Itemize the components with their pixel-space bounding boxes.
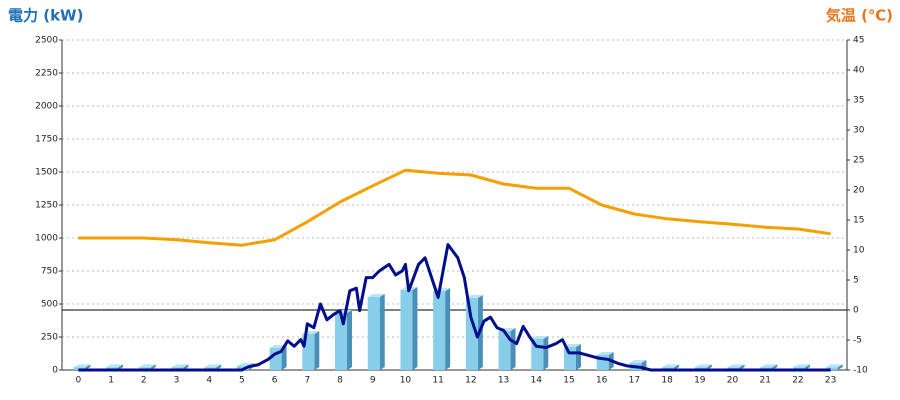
x-tick-label: 17	[629, 376, 640, 386]
bar-top	[138, 364, 156, 368]
y2-tick-label: 5	[853, 276, 859, 286]
bar-top	[531, 335, 549, 339]
y2-tick-label: 10	[853, 246, 865, 256]
bar	[465, 298, 478, 370]
bar-top	[694, 364, 712, 368]
bar-top	[760, 364, 778, 368]
y-tick-label: 500	[41, 300, 58, 310]
bar-top	[596, 351, 614, 355]
bar-top	[171, 364, 189, 368]
bar-top	[629, 360, 647, 364]
y-tick-label: 0	[52, 366, 58, 376]
bar-top	[792, 364, 810, 368]
x-tick-label: 7	[304, 376, 310, 386]
x-tick-label: 0	[75, 376, 81, 386]
x-tick-label: 6	[272, 376, 278, 386]
x-tick-label: 9	[370, 376, 376, 386]
bar-side	[314, 330, 320, 370]
bar	[498, 331, 511, 370]
y2-tick-label: -5	[853, 336, 862, 346]
line	[78, 168, 831, 247]
y-tick-label: 2500	[35, 36, 58, 46]
bar-top	[73, 364, 91, 368]
y2-axis-title: 気温 (℃)	[826, 7, 893, 25]
y-tick-label: 2000	[35, 102, 58, 112]
y2-tick-label: 40	[853, 66, 865, 76]
bar-side	[445, 288, 451, 370]
y-tick-label: 1250	[35, 201, 58, 211]
y2-tick-label: 25	[853, 156, 864, 166]
x-tick-label: 3	[174, 376, 180, 386]
x-tick-label: 11	[432, 376, 443, 386]
x-tick-label: 20	[727, 376, 739, 386]
y2-tick-label: -10	[853, 366, 868, 376]
bar-top	[367, 294, 385, 298]
x-tick-label: 14	[531, 376, 543, 386]
bar-side	[837, 364, 843, 370]
y-tick-label: 1750	[35, 135, 58, 145]
bar-side	[347, 309, 353, 370]
bar-side	[543, 335, 549, 370]
x-tick-label: 16	[596, 376, 608, 386]
bar-top	[204, 364, 222, 368]
y2-tick-label: 15	[853, 216, 864, 226]
bar-top	[433, 288, 451, 292]
bar-top	[662, 364, 680, 368]
x-tick-label: 19	[694, 376, 706, 386]
y2-tick-label: 35	[853, 96, 864, 106]
x-tick-label: 22	[792, 376, 803, 386]
bar-top	[727, 364, 745, 368]
y2-tick-label: 20	[853, 186, 865, 196]
bar-top	[825, 364, 843, 368]
y2-tick-label: 0	[853, 306, 859, 316]
y-tick-label: 250	[41, 333, 58, 343]
bar-top	[465, 295, 483, 299]
x-tick-label: 4	[206, 376, 212, 386]
bar	[825, 367, 838, 370]
bar-side	[575, 344, 581, 370]
x-tick-label: 13	[498, 376, 509, 386]
x-tick-label: 18	[661, 376, 673, 386]
y-tick-label: 750	[41, 267, 58, 277]
x-tick-label: 8	[337, 376, 343, 386]
x-tick-label: 21	[760, 376, 771, 386]
y2-tick-label: 30	[853, 126, 865, 136]
y2-tick-label: 45	[853, 36, 864, 46]
bar	[563, 347, 576, 370]
bar-side	[412, 287, 418, 370]
bar-top	[106, 364, 124, 368]
bar-top	[563, 344, 581, 348]
y-axis-title: 電力 (kW)	[8, 7, 83, 25]
bar	[400, 290, 413, 370]
x-tick-label: 1	[108, 376, 114, 386]
x-tick-label: 15	[563, 376, 574, 386]
y-tick-label: 2250	[35, 69, 58, 79]
y-tick-label: 1000	[35, 234, 58, 244]
y-tick-label: 1500	[35, 168, 58, 178]
x-tick-label: 12	[465, 376, 476, 386]
line	[78, 243, 831, 372]
bar-side	[379, 294, 385, 370]
bar	[335, 312, 348, 370]
x-tick-label: 10	[400, 376, 412, 386]
x-tick-label: 23	[825, 376, 836, 386]
x-tick-label: 2	[141, 376, 147, 386]
x-tick-label: 5	[239, 376, 245, 386]
bar-side	[510, 328, 516, 370]
bar	[433, 291, 446, 370]
bar	[367, 297, 380, 370]
